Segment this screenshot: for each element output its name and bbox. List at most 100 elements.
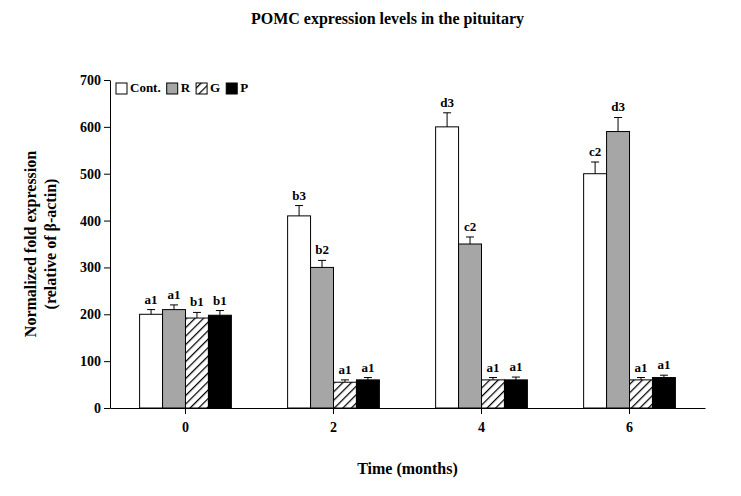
- y-tick: 100: [80, 354, 110, 369]
- error-stem: [470, 237, 471, 244]
- error-stem: [595, 162, 596, 174]
- y-tick: 700: [80, 73, 110, 88]
- error-cap: [147, 309, 155, 310]
- annotation: c2: [464, 219, 476, 234]
- y-tick: 200: [80, 307, 110, 322]
- y-axis-line: [110, 81, 111, 409]
- error-cap: [295, 205, 303, 206]
- error-cap: [318, 260, 326, 261]
- y-tick-mark: [104, 221, 110, 222]
- legend-swatch: [167, 83, 178, 94]
- error-stem: [219, 311, 220, 316]
- error-bar: [216, 311, 224, 316]
- error-cap: [341, 379, 349, 380]
- bar: [459, 244, 482, 408]
- annotation: b1: [213, 293, 227, 308]
- y-tick-mark: [104, 80, 110, 81]
- x-tick: 0: [182, 408, 189, 435]
- y-axis-title: Normalized fold expression: [22, 151, 40, 337]
- x-tick: 2: [330, 408, 337, 435]
- y-tick-label: 300: [80, 260, 101, 275]
- x-tick: 6: [626, 408, 633, 435]
- annotation: d3: [440, 95, 454, 110]
- y-tick-label: 200: [80, 307, 101, 322]
- error-cap: [489, 377, 497, 378]
- x-axis-title: Time (months): [357, 460, 458, 478]
- error-cap: [637, 377, 645, 378]
- x-axis: 0 2 4 6: [111, 408, 706, 435]
- annotation: a1: [361, 360, 374, 375]
- error-cap: [512, 377, 520, 378]
- y-axis-title: (relative of β-actin): [42, 179, 60, 310]
- error-stem: [322, 260, 323, 267]
- x-tick-mark: [629, 408, 630, 414]
- bar: [356, 380, 379, 408]
- legend-label: G: [210, 80, 220, 95]
- x-tick-mark: [185, 408, 186, 414]
- legend-item: G: [196, 80, 220, 95]
- legend-swatch: [196, 83, 207, 94]
- y-tick-label: 100: [80, 354, 101, 369]
- annotation: a1: [486, 360, 499, 375]
- x-tick-label: 6: [626, 420, 633, 435]
- error-bar: [466, 237, 474, 244]
- error-bar: [295, 206, 303, 216]
- annotation: a1: [634, 360, 647, 375]
- y-tick: 600: [80, 120, 110, 135]
- y-tick-mark: [104, 314, 110, 315]
- y-tick-mark: [104, 127, 110, 128]
- annotation: a1: [509, 359, 522, 374]
- error-cap: [591, 162, 599, 163]
- bar: [436, 127, 459, 408]
- annotation: b3: [292, 188, 306, 203]
- error-stem: [618, 117, 619, 131]
- error-bar: [193, 312, 201, 318]
- legend-item: R: [167, 80, 191, 95]
- error-cap: [614, 117, 622, 118]
- y-tick-mark: [104, 267, 110, 268]
- bar: [652, 378, 675, 408]
- error-bar: [341, 380, 349, 382]
- error-cap: [170, 304, 178, 305]
- legend-label: R: [181, 80, 191, 95]
- legend-item: P: [226, 80, 248, 95]
- legend-swatch: [116, 83, 127, 94]
- bar: [185, 318, 208, 408]
- error-bar: [318, 260, 326, 267]
- title: POMC expression levels in the pituitary: [251, 10, 524, 28]
- error-cap: [364, 377, 372, 378]
- annotations: a1b3d3c2a1b2c2d3b1a1a1a1b1a1a1a1: [145, 95, 671, 377]
- annotation: a1: [145, 292, 158, 307]
- annotation: a1: [657, 357, 670, 372]
- legend-label: P: [240, 80, 248, 95]
- bar: [163, 310, 186, 408]
- x-tick-label: 4: [478, 420, 485, 435]
- error-cap: [193, 312, 201, 313]
- bar: [482, 380, 505, 408]
- annotation: c2: [589, 144, 601, 159]
- annotation: a1: [338, 362, 351, 377]
- annotation: b2: [315, 242, 329, 257]
- bar: [584, 174, 607, 408]
- x-tick-mark: [333, 408, 334, 414]
- error-bar: [364, 378, 372, 380]
- plot: a1b3d3c2a1b2c2d3b1a1a1a1b1a1a1a101002003…: [80, 73, 706, 435]
- y-tick: 300: [80, 260, 110, 275]
- error-bar: [170, 305, 178, 310]
- y-tick: 400: [80, 214, 110, 229]
- y-tick: 500: [80, 167, 110, 182]
- bar: [140, 314, 163, 408]
- y-tick-mark: [104, 174, 110, 175]
- error-stem: [299, 206, 300, 216]
- x-tick: 4: [478, 408, 485, 435]
- y-tick-label: 0: [94, 401, 101, 416]
- legend-swatch: [226, 83, 237, 94]
- error-bar: [614, 117, 622, 131]
- error-cap: [660, 375, 668, 376]
- y-tick-label: 500: [80, 167, 101, 182]
- chart: a1b3d3c2a1b2c2d3b1a1a1a1b1a1a1a101002003…: [0, 0, 741, 496]
- x-tick-label: 0: [182, 420, 189, 435]
- bar: [333, 382, 356, 408]
- annotation: d3: [611, 99, 625, 114]
- error-cap: [466, 236, 474, 237]
